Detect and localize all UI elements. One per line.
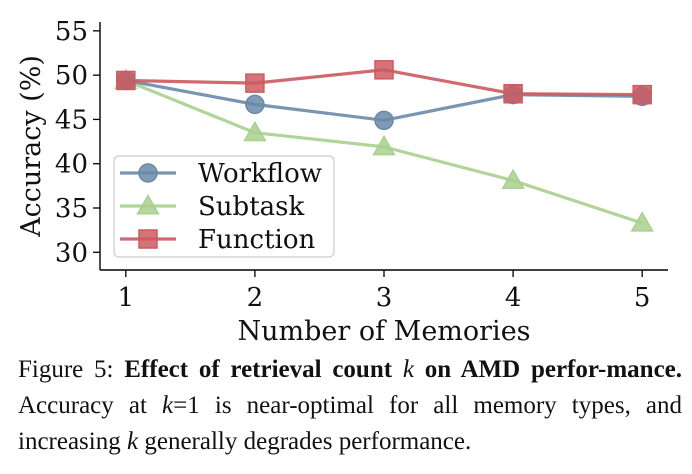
y-tick-label: 50: [55, 61, 88, 91]
caption-text-part1: Accuracy at: [18, 392, 147, 419]
x-tick-label: 4: [505, 283, 522, 313]
legend-box: [113, 155, 335, 258]
workflow-data-point: [374, 110, 394, 131]
workflow-data-point: [245, 94, 265, 115]
x-axis-label: Number of Memories: [237, 316, 530, 347]
caption-prefix: Figure 5:: [18, 356, 114, 383]
subtask-data-point: [501, 168, 525, 190]
x-tick-label: 5: [634, 283, 651, 313]
y-tick-label: 30: [55, 238, 88, 268]
legend-label-subtask: Subtask: [198, 192, 304, 222]
y-tick-label: 40: [55, 150, 88, 180]
caption-bold-part2: on AMD perfor-mance.: [424, 356, 683, 383]
legend-marker-subtask: [136, 194, 160, 215]
function-data-point: [245, 73, 265, 93]
caption-k-eq: =1: [173, 392, 200, 419]
function-data-point: [116, 70, 136, 91]
y-axis-label: Accuracy (%): [16, 55, 47, 238]
y-tick-label: 55: [55, 17, 88, 47]
caption-k-symbol: k: [402, 356, 414, 383]
caption-text-part2: is near-optimal for all memory types, an…: [18, 392, 683, 455]
y-tick-label: 45: [55, 105, 88, 135]
figure-caption: Figure 5: Effect of retrieval count k on…: [18, 352, 682, 460]
x-tick-label: 2: [247, 283, 264, 313]
caption-text-part3: generally degrades performance.: [144, 428, 472, 455]
y-tick-label: 35: [55, 194, 88, 224]
subtask-data-point: [372, 135, 396, 156]
legend-marker-function: [138, 229, 158, 249]
caption-bold-part1: Effect of retrieval count: [124, 356, 393, 383]
subtask-data-point: [630, 211, 654, 232]
legend-label-function: Function: [198, 225, 316, 255]
subtask-data-point: [243, 120, 267, 142]
function-data-point: [503, 83, 523, 104]
function-data-point: [632, 84, 652, 105]
caption-k-symbol-2: k: [162, 392, 174, 419]
x-tick-label: 1: [118, 283, 135, 313]
caption-k-symbol-3: k: [126, 428, 139, 455]
legend-label-workflow: Workflow: [198, 159, 322, 189]
legend-marker-workflow: [138, 163, 158, 183]
x-tick-label: 3: [376, 283, 393, 313]
function-data-point: [374, 60, 394, 80]
